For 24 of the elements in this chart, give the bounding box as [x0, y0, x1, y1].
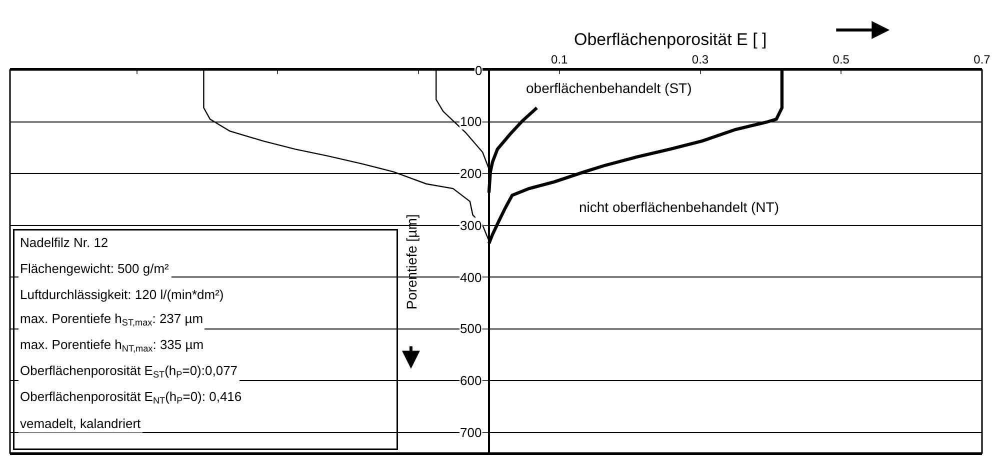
annotation: Oberflächenporosität E$_{NT}$(h$_{P}$=0): 0,416: [20, 389, 242, 406]
y-axis-title: Porentiefe [µm]: [403, 214, 420, 310]
annotation: Flächengewicht: 500 g/m²: [20, 261, 170, 276]
y-tick-label: 700: [460, 425, 482, 440]
y-tick-label: 0: [475, 63, 482, 78]
annotation: max. Porentiefe h$_{ST,max}$: 237 µm: [20, 311, 204, 328]
annotation: Oberflächenporosität E$_{ST}$(h$_{P}$=0):0,077: [20, 363, 238, 380]
x-tick-label: 0.7: [974, 52, 991, 66]
y-tick-label: 500: [460, 321, 482, 336]
annotation: max. Porentiefe h$_{NT,max}$: 335 µm: [20, 337, 204, 354]
annotation: vemadelt, kalandriert: [20, 416, 142, 431]
y-tick-label: 600: [460, 373, 482, 388]
annotation: nicht oberflächenbehandelt (NT): [579, 199, 780, 215]
y-tick-label: 300: [460, 218, 482, 233]
x-tick-label: 0.3: [692, 52, 709, 66]
y-tick-label: 200: [460, 166, 482, 181]
annotation: oberflächenbehandelt (ST): [526, 80, 692, 96]
y-tick-label: 400: [460, 270, 482, 285]
x-tick-label: 0.1: [551, 52, 568, 66]
annotation: Luftdurchlässigkeit: 120 l/(min*dm²): [20, 287, 224, 302]
x-axis-title: Oberflächenporosität E [ ]: [574, 30, 767, 49]
y-tick-label: 100: [460, 114, 482, 129]
x-tick-label: 0.5: [832, 52, 850, 66]
annotation: Nadelfilz Nr. 12: [20, 235, 108, 250]
